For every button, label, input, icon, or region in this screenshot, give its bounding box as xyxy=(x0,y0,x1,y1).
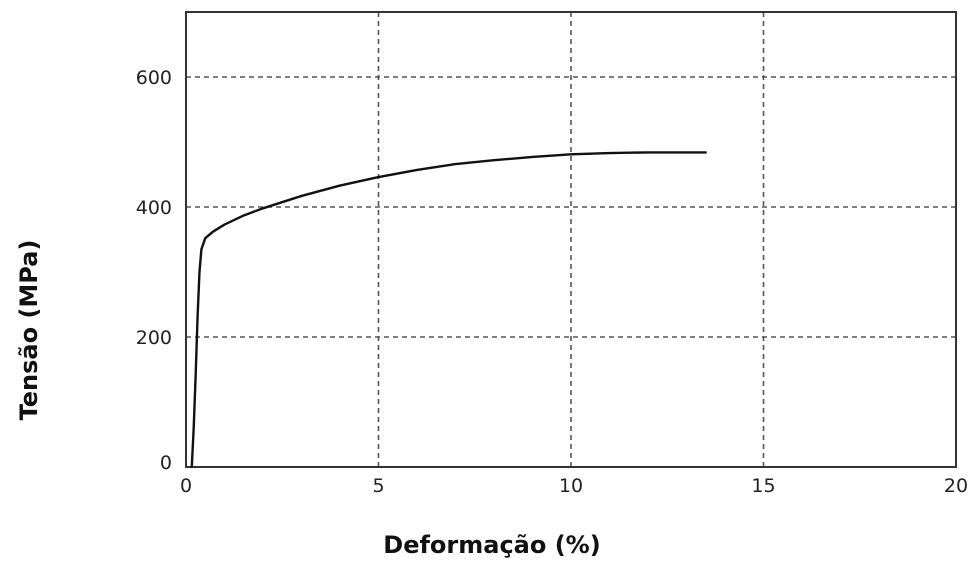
plot-frame xyxy=(185,11,957,468)
x-axis-title: Deformação (%) xyxy=(383,531,600,559)
x-tick-label-10: 10 xyxy=(559,475,583,497)
y-tick-label-0: 0 xyxy=(160,452,172,474)
y-tick-label-200: 200 xyxy=(136,327,172,349)
y-tick-label-400: 400 xyxy=(136,197,172,219)
series-line-0 xyxy=(190,151,707,469)
x-tick-label-20: 20 xyxy=(944,475,968,497)
series-layer xyxy=(190,151,707,469)
grid-layer xyxy=(186,12,956,467)
y-axis-title: Tensão (MPa) xyxy=(15,240,43,421)
x-tick-label-0: 0 xyxy=(180,475,192,497)
x-tick-label-15: 15 xyxy=(751,475,775,497)
y-tick-label-600: 600 xyxy=(136,67,172,89)
x-tick-label-5: 5 xyxy=(372,475,384,497)
